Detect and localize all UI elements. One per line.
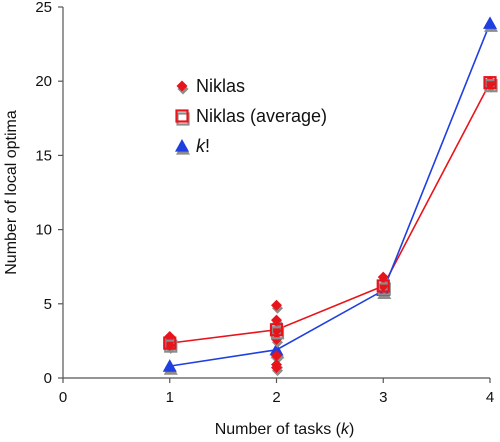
y-tick-label: 5 bbox=[44, 296, 52, 313]
data-point bbox=[269, 323, 285, 340]
data-point bbox=[271, 299, 283, 314]
legend-item: Niklas (average) bbox=[175, 106, 327, 126]
legend-item: Niklas bbox=[176, 76, 245, 96]
x-tick-label: 2 bbox=[272, 389, 280, 406]
tick-labels: 0 5 10 15 20 25 0 1 2 3 4 bbox=[35, 0, 494, 406]
data-point bbox=[271, 314, 283, 329]
data-point bbox=[163, 336, 178, 353]
marker bbox=[269, 342, 284, 356]
data-point bbox=[162, 359, 178, 375]
series-line bbox=[169, 23, 491, 367]
marker bbox=[483, 16, 497, 29]
marker bbox=[176, 80, 188, 92]
marker bbox=[269, 323, 284, 337]
data-point bbox=[376, 279, 391, 296]
y-tick-label: 10 bbox=[35, 222, 52, 239]
legend-label: Niklas (average) bbox=[196, 106, 327, 126]
marker bbox=[175, 139, 189, 152]
legend-label: k! bbox=[196, 136, 210, 156]
y-axis-label: Number of local optima bbox=[3, 110, 20, 275]
data-point bbox=[271, 333, 283, 348]
axes bbox=[58, 6, 491, 383]
data-point bbox=[271, 362, 283, 377]
x-axis-label: Number of tasks (k) bbox=[215, 421, 355, 438]
y-tick-label: 0 bbox=[44, 370, 52, 387]
marker bbox=[271, 299, 282, 311]
legend-marker bbox=[176, 80, 189, 95]
data-point bbox=[483, 16, 498, 32]
marker bbox=[162, 359, 177, 372]
marker bbox=[271, 362, 282, 374]
x-tick-label: 1 bbox=[166, 389, 174, 406]
marker bbox=[483, 76, 497, 90]
series-lines bbox=[169, 23, 491, 367]
x-tick-label: 4 bbox=[486, 389, 494, 406]
marker bbox=[175, 109, 189, 123]
y-tick-label: 25 bbox=[35, 0, 52, 16]
data-point bbox=[483, 76, 498, 93]
legend-marker bbox=[175, 139, 190, 155]
x-tick-label: 0 bbox=[59, 389, 67, 406]
legend: Niklas Niklas (average) k! bbox=[175, 76, 327, 156]
data-markers bbox=[162, 16, 498, 377]
series-line bbox=[169, 82, 491, 344]
legend-marker bbox=[175, 109, 190, 126]
x-tick-label: 3 bbox=[379, 389, 387, 406]
marker bbox=[484, 78, 496, 90]
marker bbox=[163, 336, 177, 350]
marker bbox=[376, 279, 390, 293]
marker bbox=[271, 333, 282, 345]
y-tick-label: 15 bbox=[35, 147, 52, 164]
marker bbox=[271, 350, 282, 362]
marker bbox=[271, 314, 282, 326]
legend-label: Niklas bbox=[196, 76, 245, 96]
legend-item: k! bbox=[175, 136, 210, 156]
y-tick-label: 20 bbox=[35, 73, 52, 90]
